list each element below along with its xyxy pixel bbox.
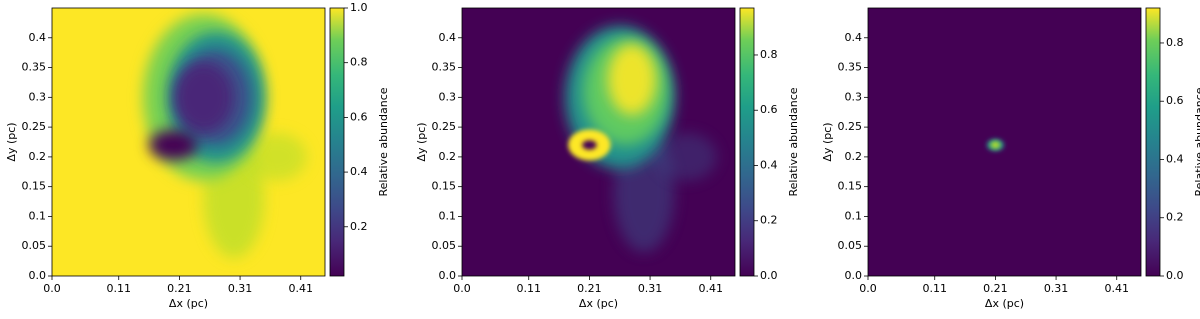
y-tick-label: 0.2 <box>845 150 863 163</box>
colorbar-tick-label: 0.0 <box>1166 269 1184 282</box>
y-tick-label: 0.0 <box>29 269 47 282</box>
colorbar-tick-label: 0.2 <box>760 214 778 227</box>
y-tick-label: 0.4 <box>439 31 457 44</box>
y-tick-label: 0.4 <box>845 31 863 44</box>
axes-frame <box>51 7 326 277</box>
colorbar-label: Relative abundance <box>377 87 390 196</box>
y-tick-label: 0.15 <box>22 180 47 193</box>
axes-frame <box>461 7 736 277</box>
y-tick-label: 0.3 <box>29 90 47 103</box>
y-tick-label: 0.2 <box>439 150 457 163</box>
y-tick-label: 0.05 <box>22 239 47 252</box>
heatmap <box>462 8 735 276</box>
heatmap-blob <box>582 140 597 150</box>
x-tick-label: 0.41 <box>698 282 723 295</box>
x-tick-label: 0.21 <box>167 282 192 295</box>
x-tick-label: 0.0 <box>43 282 61 295</box>
x-tick-label: 0.21 <box>983 282 1008 295</box>
x-tick-label: 0.31 <box>638 282 663 295</box>
colorbar-tick-label: 0.2 <box>350 220 368 233</box>
heatmap-blob <box>173 61 235 134</box>
colorbar-tick-label: 0.4 <box>1166 152 1184 165</box>
colorbar-tick-label: 0.8 <box>350 56 368 69</box>
colorbar-tick-label: 0.6 <box>1166 94 1184 107</box>
heatmap-blob <box>607 43 657 116</box>
y-tick-label: 0.3 <box>439 90 457 103</box>
colorbar-label: Relative abundance <box>1193 87 1200 196</box>
x-axis-label: Δx (pc) <box>985 297 1024 310</box>
colorbar-tick-label: 0.4 <box>350 165 368 178</box>
y-tick-label: 0.15 <box>838 180 863 193</box>
x-tick-label: 0.41 <box>1104 282 1129 295</box>
colorbar-tick-label: 0.8 <box>1166 36 1184 49</box>
y-axis-label: Δy (pc) <box>5 122 18 161</box>
y-tick-label: 0.35 <box>22 61 47 74</box>
x-tick-label: 0.31 <box>228 282 253 295</box>
colorbar-tick-label: 0.2 <box>1166 211 1184 224</box>
y-tick-label: 0.35 <box>838 61 863 74</box>
y-tick-label: 0.3 <box>845 90 863 103</box>
y-tick-label: 0.05 <box>432 239 457 252</box>
y-tick-label: 0.4 <box>29 31 47 44</box>
colorbar <box>329 7 345 277</box>
colorbar-tick-label: 1.0 <box>350 1 368 14</box>
y-axis-label: Δy (pc) <box>821 122 834 161</box>
colorbar-tick-label: 0.8 <box>760 48 778 61</box>
y-axis-label: Δy (pc) <box>415 122 428 161</box>
heatmap <box>868 8 1141 276</box>
heatmap-blob <box>990 141 1001 149</box>
x-axis-label: Δx (pc) <box>169 297 208 310</box>
y-tick-label: 0.05 <box>838 239 863 252</box>
axes-frame <box>867 7 1142 277</box>
y-tick-label: 0.0 <box>439 269 457 282</box>
x-axis-label: Δx (pc) <box>579 297 618 310</box>
x-tick-label: 0.41 <box>288 282 313 295</box>
heatmap-blob <box>149 130 198 160</box>
heatmap-blob <box>656 133 717 181</box>
y-tick-label: 0.1 <box>439 209 457 222</box>
heatmap <box>52 8 325 276</box>
colorbar-tick-label: 0.4 <box>760 158 778 171</box>
x-tick-label: 0.11 <box>106 282 131 295</box>
y-tick-label: 0.1 <box>845 209 863 222</box>
colorbar-tick-label: 0.0 <box>760 269 778 282</box>
colorbar <box>1145 7 1161 277</box>
y-tick-label: 0.15 <box>432 180 457 193</box>
heatmap-blob <box>246 133 307 181</box>
heatmap-background <box>868 8 1141 276</box>
x-tick-label: 0.11 <box>516 282 541 295</box>
y-tick-label: 0.0 <box>845 269 863 282</box>
y-tick-label: 0.25 <box>432 120 457 133</box>
colorbar-tick-label: 0.6 <box>760 103 778 116</box>
colorbar-tick-label: 0.6 <box>350 110 368 123</box>
x-tick-label: 0.21 <box>577 282 602 295</box>
x-tick-label: 0.31 <box>1044 282 1069 295</box>
colorbar <box>739 7 755 277</box>
y-tick-label: 0.25 <box>838 120 863 133</box>
y-tick-label: 0.35 <box>432 61 457 74</box>
y-tick-label: 0.25 <box>22 120 47 133</box>
x-tick-label: 0.11 <box>922 282 947 295</box>
y-tick-label: 0.1 <box>29 209 47 222</box>
y-tick-label: 0.2 <box>29 150 47 163</box>
colorbar-label: Relative abundance <box>787 87 800 196</box>
x-tick-label: 0.0 <box>859 282 877 295</box>
x-tick-label: 0.0 <box>453 282 471 295</box>
